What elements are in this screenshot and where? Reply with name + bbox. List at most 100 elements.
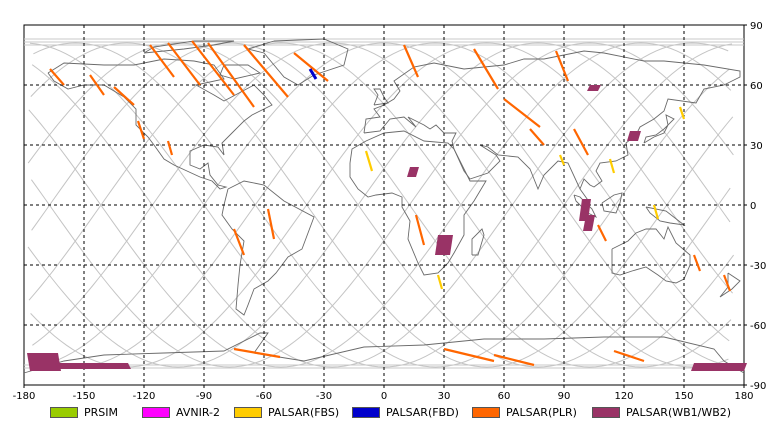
plr-pass <box>166 140 174 156</box>
x-tick-label: -120 <box>133 391 156 402</box>
x-tick-label: 60 <box>498 391 511 402</box>
y-tick-label: -30 <box>750 261 766 272</box>
plr-pass <box>613 349 645 363</box>
fbs-pass <box>678 106 686 120</box>
plr-pass <box>293 52 329 82</box>
legend-item-palsar-fbd: PALSAR(FBD) <box>352 404 459 420</box>
orbit-track <box>27 42 731 368</box>
legend-swatch-palsar-wb <box>592 406 620 418</box>
x-tick-label: -90 <box>196 391 212 402</box>
x-tick-label: 150 <box>674 391 693 402</box>
legend-swatch-prsim <box>50 406 78 418</box>
plr-pass <box>207 42 255 108</box>
wb-scene <box>27 353 61 371</box>
y-tick-label: -90 <box>750 381 766 392</box>
orbit-track <box>29 42 732 368</box>
legend-swatch-palsar-fbs <box>234 406 262 418</box>
wb-scene <box>691 363 747 371</box>
legend-swatch-palsar-fbd <box>352 406 380 418</box>
plr-pass <box>113 86 135 106</box>
plr-pass <box>149 44 175 78</box>
x-tick-label: -60 <box>256 391 272 402</box>
legend: PRSIM AVNIR-2 PALSAR(FBS) PALSAR(FBD) PA… <box>0 402 770 426</box>
y-tick-label: 90 <box>750 21 763 32</box>
coastline <box>573 194 598 219</box>
plr-pass <box>573 128 589 156</box>
legend-swatch-palsar-plr <box>472 406 500 418</box>
plr-pass <box>49 68 65 86</box>
plr-pass <box>232 228 246 256</box>
x-tick-label: 0 <box>381 391 387 402</box>
coastline <box>47 58 273 190</box>
plr-pass <box>89 74 105 96</box>
fbs-pass <box>558 154 566 166</box>
y-tick-label: 60 <box>750 81 763 92</box>
plr-pass <box>266 208 276 240</box>
fbs-pass <box>652 204 660 220</box>
fbs-pass <box>608 158 616 174</box>
orbit-track <box>28 42 732 368</box>
coastline <box>601 192 623 214</box>
coastline <box>219 64 262 80</box>
legend-label-prsim: PRSIM <box>84 405 118 419</box>
legend-item-palsar-plr: PALSAR(PLR) <box>472 404 577 420</box>
x-tick-label: -30 <box>316 391 332 402</box>
plr-pass <box>473 48 499 90</box>
axis-ticks: -180 -150 -120 -90 -60 -30 0 30 60 90 120 150 180 90 6… <box>13 21 767 402</box>
coastline <box>373 88 389 106</box>
legend-item-palsar-fbs: PALSAR(FBS) <box>234 404 339 420</box>
orbit-track <box>30 42 734 368</box>
orbit-track <box>27 42 731 368</box>
x-tick-label: -180 <box>13 391 36 402</box>
legend-swatch-avnir2 <box>142 406 170 418</box>
fbs-pass <box>364 150 374 172</box>
plr-pass <box>402 44 420 78</box>
x-tick-label: 120 <box>614 391 633 402</box>
plr-pass <box>191 40 235 96</box>
plr-pass <box>722 274 732 292</box>
y-tick-label: 0 <box>750 201 756 212</box>
coastline <box>143 40 235 54</box>
coastline <box>363 50 741 204</box>
fbd-pass <box>308 68 318 80</box>
plr-pass <box>554 50 570 82</box>
plr-pass <box>243 44 289 98</box>
legend-label-palsar-plr: PALSAR(PLR) <box>506 405 577 419</box>
x-tick-label: 90 <box>558 391 571 402</box>
fbs-pass <box>436 274 444 290</box>
coastline <box>23 332 745 374</box>
legend-label-palsar-wb: PALSAR(WB1/WB2) <box>626 405 732 419</box>
wb-scene <box>627 131 641 141</box>
x-tick-label: 180 <box>734 391 753 402</box>
x-tick-label: -150 <box>73 391 96 402</box>
wb-scene <box>407 167 419 177</box>
plr-pass <box>233 347 281 359</box>
coastline <box>643 114 675 144</box>
legend-label-palsar-fbd: PALSAR(FBD) <box>386 405 459 419</box>
plr-pass <box>503 98 541 128</box>
wb-scene <box>587 85 601 91</box>
legend-item-palsar-wb: PALSAR(WB1/WB2) <box>592 404 731 420</box>
coastline <box>471 228 485 256</box>
plr-pass <box>136 120 146 140</box>
wb-scene <box>55 363 131 369</box>
orbit-track <box>33 42 730 368</box>
orbit-track <box>32 42 729 368</box>
legend-label-avnir2: AVNIR-2 <box>176 405 220 419</box>
plr-pass <box>493 353 535 367</box>
coastline <box>246 38 349 86</box>
plr-pass <box>443 347 495 363</box>
observation-passes <box>27 40 747 371</box>
grid-lines <box>24 25 744 385</box>
plr-pass <box>529 128 545 146</box>
legend-item-avnir2: AVNIR-2 <box>142 404 220 420</box>
y-tick-label: 30 <box>750 141 763 152</box>
plr-pass <box>167 42 201 86</box>
wb-scene <box>435 235 453 255</box>
legend-label-palsar-fbs: PALSAR(FBS) <box>268 405 340 419</box>
plr-pass <box>414 214 426 246</box>
legend-item-prsim: PRSIM <box>50 404 118 420</box>
coastline <box>645 206 686 226</box>
plr-pass <box>597 224 607 242</box>
